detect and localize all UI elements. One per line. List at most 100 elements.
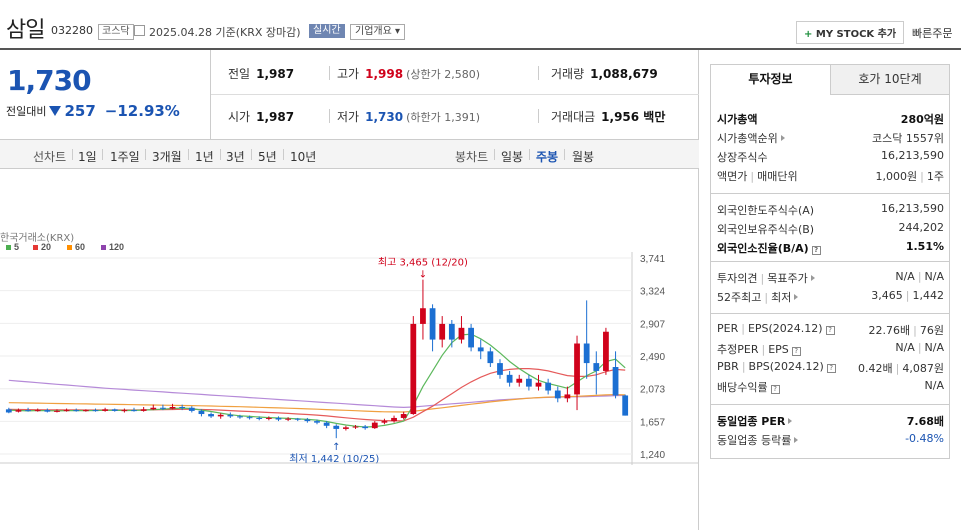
calendar-icon	[134, 25, 145, 36]
period-10y[interactable]: 10년	[290, 150, 317, 164]
info-value: 1,000원 | 1주	[876, 168, 944, 184]
candle-body	[487, 351, 494, 364]
candle-body	[285, 418, 291, 420]
chevron-right-icon[interactable]	[794, 294, 799, 300]
info-label: 외국인소진율(B/A)?	[717, 240, 821, 256]
info-row[interactable]: 투자의견 | 목표주가 N/A | N/A	[717, 268, 944, 286]
candle-body	[333, 425, 340, 429]
candle-body	[265, 417, 272, 419]
info-value-1: N/A	[895, 341, 915, 354]
candle-chart-label: 봉차트	[455, 150, 489, 164]
info-group-3: 투자의견 | 목표주가 N/A | N/A 52주최고 | 최저 3,465 | 1,442	[711, 261, 949, 304]
info-row: PBR | BPS(2024.12)? 0.42배 | 4,087원	[717, 358, 944, 376]
info-value: N/A | N/A	[895, 341, 944, 354]
candle-body	[102, 409, 109, 411]
candle-body	[92, 410, 99, 412]
period-3m[interactable]: 3개월	[152, 150, 182, 164]
info-label: 시가총액	[717, 113, 758, 126]
company-overview-dropdown[interactable]: 기업개요 ▾	[350, 24, 405, 40]
candle-daily[interactable]: 일봉	[501, 150, 524, 164]
help-icon[interactable]: ?	[791, 347, 801, 356]
candle-body	[160, 407, 166, 409]
info-row: 외국인한도주식수(A) 16,213,590	[717, 200, 944, 218]
period-3y[interactable]: 3년	[226, 150, 245, 164]
candle-body	[304, 419, 311, 422]
candle-body	[323, 422, 330, 426]
info-value-1: 280억원	[900, 113, 944, 126]
info-value-2: 1주	[926, 170, 944, 183]
info-value: -0.48%	[905, 432, 944, 445]
candle-body	[497, 363, 503, 375]
info-value: 280억원	[901, 111, 944, 127]
info-label: 액면가 | 매매단위	[717, 170, 798, 183]
separator: |	[741, 322, 745, 335]
legend-swatch	[67, 245, 72, 250]
help-icon[interactable]: ?	[826, 364, 836, 373]
info-value-1: 1.51%	[905, 240, 944, 253]
candle-body	[391, 417, 397, 422]
candle-body	[554, 390, 561, 399]
legend-label: 120	[109, 242, 124, 252]
candle-monthly[interactable]: 월봉	[572, 150, 595, 164]
stock-chart[interactable]: 3,741 3,324 2,907 2,490 2,073 1,657 1,240 한국거래소…	[0, 170, 699, 525]
period-1d[interactable]: 1일	[78, 150, 97, 164]
period-1w[interactable]: 1주일	[110, 150, 140, 164]
info-row: 추정PER | EPS? N/A | N/A	[717, 339, 944, 357]
chart-svg[interactable]: 3,741 3,324 2,907 2,490 2,073 1,657 1,240 한국거래소…	[0, 170, 699, 525]
info-row[interactable]: 시가총액순위 코스닥 1557위	[717, 128, 944, 146]
candle-body	[73, 410, 80, 412]
info-label-2: EPS	[768, 343, 789, 356]
help-icon[interactable]: ?	[770, 385, 780, 394]
help-icon[interactable]: ?	[811, 246, 821, 255]
info-value-1: 0.42배	[858, 362, 893, 375]
candle-body	[15, 410, 22, 412]
info-label-2: 목표주가	[767, 272, 808, 285]
candle-weekly[interactable]: 주봉	[536, 150, 559, 164]
separator: |	[764, 291, 769, 304]
tab-investment-info[interactable]: 투자정보	[711, 65, 831, 95]
candle-body	[179, 406, 186, 408]
info-value-1: 3,465	[871, 289, 903, 302]
info-row: 시가총액 280억원	[717, 109, 944, 127]
quick-order-link[interactable]: 빠른주문	[912, 27, 953, 40]
info-row[interactable]: 52주최고 | 최저 3,465 | 1,442	[717, 287, 944, 305]
candle-body	[410, 323, 417, 415]
info-value: 코스닥 1557위	[872, 130, 944, 146]
separator: |	[760, 272, 765, 285]
main-panel: 1,730 전일대비 257 −12.93% 전일 1,987 고가 1,998 (상…	[0, 50, 699, 530]
help-icon[interactable]: ?	[825, 326, 835, 335]
ma60-line	[8, 393, 626, 413]
candle-body	[516, 378, 523, 383]
info-label-2: EPS(2024.12)	[747, 322, 823, 335]
period-5y[interactable]: 5년	[258, 150, 277, 164]
chevron-right-icon[interactable]	[788, 418, 793, 424]
min-arrow-icon: ↑	[332, 442, 340, 453]
info-group-4: PER | EPS(2024.12)? 22.76배 | 76원 추정PER | EPS? N/A…	[711, 313, 949, 394]
candle-body	[121, 410, 128, 412]
candle-body	[477, 347, 484, 352]
period-1y[interactable]: 1년	[195, 150, 214, 164]
candle-body	[622, 395, 629, 416]
chevron-right-icon[interactable]	[780, 135, 785, 141]
ma120-line	[8, 379, 626, 409]
my-stock-add-button[interactable]: + MY STOCK 추가	[796, 21, 905, 44]
info-row[interactable]: 동일업종 등락률 -0.48%	[717, 430, 944, 448]
separator: |	[917, 270, 922, 283]
chevron-right-icon[interactable]	[794, 437, 799, 443]
separator: |	[913, 324, 917, 337]
info-value-2: 4,087원	[902, 362, 944, 375]
info-value-2: 76원	[919, 324, 944, 337]
info-row: 상장주식수 16,213,590	[717, 147, 944, 165]
candle-body	[371, 422, 378, 429]
info-row: 외국인보유주식수(B) 244,202	[717, 219, 944, 237]
candle-body	[400, 414, 407, 418]
info-row[interactable]: 동일업종 PER 7.68배	[717, 411, 944, 429]
tab-order-book[interactable]: 호가 10단계	[831, 65, 949, 95]
change-label: 전일대비	[6, 105, 47, 118]
chevron-right-icon[interactable]	[810, 275, 815, 281]
separator: |	[750, 170, 755, 183]
info-row: 외국인소진율(B/A)? 1.51%	[717, 238, 944, 256]
info-value: 3,465 | 1,442	[871, 289, 944, 302]
down-triangle-icon	[49, 106, 62, 116]
realtime-button[interactable]: 실시간	[309, 24, 345, 38]
